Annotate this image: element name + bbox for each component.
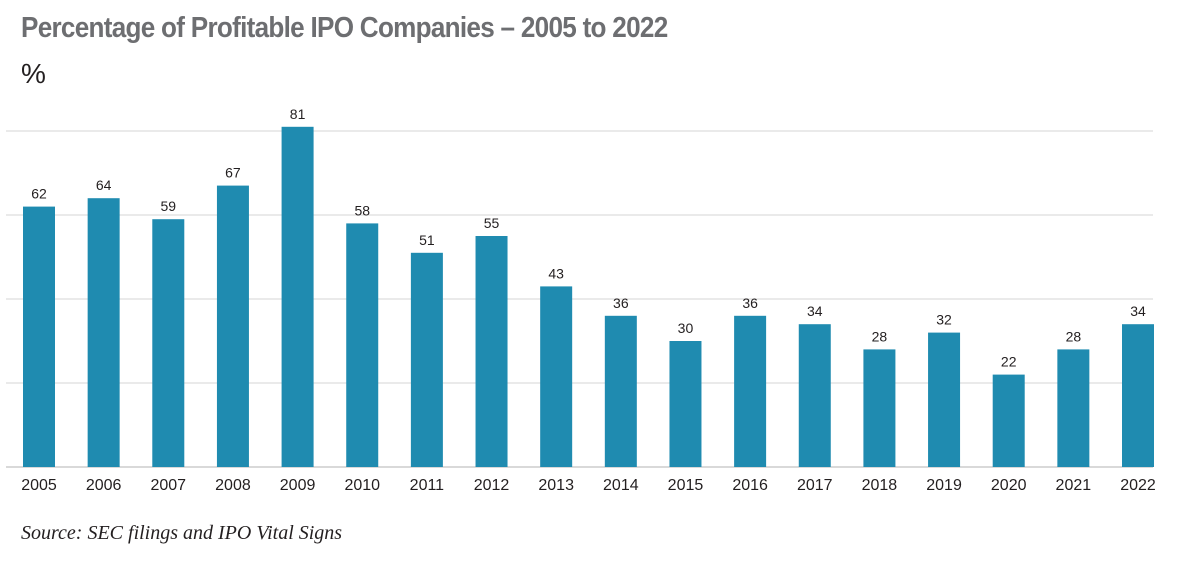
bar-2020 [992, 374, 1025, 467]
value-label-2020: 22 [1001, 354, 1017, 370]
x-tick-2007: 2007 [150, 477, 186, 494]
value-label-2011: 51 [419, 232, 435, 248]
bar-2006 [87, 198, 120, 467]
bar-2019 [928, 332, 961, 467]
value-label-2021: 28 [1066, 328, 1082, 344]
bars [23, 126, 1154, 468]
bar-2012 [475, 236, 508, 467]
unit-label: % [21, 58, 46, 89]
value-label-2012: 55 [484, 215, 500, 231]
value-label-2006: 64 [96, 177, 112, 193]
x-tick-2019: 2019 [926, 477, 962, 494]
bar-2009 [281, 126, 314, 468]
bar-2011 [410, 252, 443, 467]
x-tick-2014: 2014 [603, 477, 639, 494]
bar-2016 [734, 315, 767, 467]
value-label-2013: 43 [548, 265, 564, 281]
x-tick-2021: 2021 [1056, 477, 1092, 494]
source-note: Source: SEC filings and IPO Vital Signs [21, 522, 343, 544]
x-tick-2005: 2005 [21, 477, 57, 494]
bar-2014 [604, 315, 637, 467]
x-tick-2013: 2013 [538, 477, 574, 494]
value-label-2014: 36 [613, 295, 629, 311]
x-tick-2011: 2011 [410, 477, 445, 494]
value-label-2010: 58 [354, 202, 370, 218]
bar-2021 [1057, 349, 1090, 467]
x-tick-2020: 2020 [991, 477, 1027, 494]
value-label-2016: 36 [742, 295, 758, 311]
x-tick-2022: 2022 [1120, 477, 1156, 494]
value-labels: 62 64 59 67 81 58 51 55 43 36 30 36 34 28 32 22 28 34 [31, 106, 1146, 370]
value-label-2022: 34 [1130, 303, 1146, 319]
bar-2007 [152, 219, 185, 467]
value-label-2015: 30 [678, 320, 694, 336]
x-tick-2010: 2010 [344, 477, 380, 494]
bar-2013 [540, 286, 573, 467]
bar-2008 [216, 185, 249, 467]
chart-title: Percentage of Profitable IPO Companies –… [21, 12, 668, 44]
value-label-2008: 67 [225, 165, 241, 181]
value-label-2005: 62 [31, 186, 47, 202]
bar-2022 [1122, 324, 1154, 467]
x-axis-ticks: 2005 2006 2007 2008 2009 2010 2011 2012 2013 2014… [21, 477, 1156, 494]
bar-2017 [798, 324, 831, 467]
bar-2005 [23, 206, 55, 467]
x-tick-2018: 2018 [862, 477, 898, 494]
x-tick-2016: 2016 [732, 477, 768, 494]
x-tick-2006: 2006 [86, 477, 122, 494]
value-label-2019: 32 [936, 312, 952, 328]
gridlines [6, 130, 1153, 468]
value-label-2009: 81 [290, 106, 306, 122]
x-tick-2009: 2009 [280, 477, 316, 494]
value-label-2007: 59 [161, 198, 177, 214]
value-label-2017: 34 [807, 303, 823, 319]
x-tick-2012: 2012 [474, 477, 510, 494]
bar-2010 [346, 223, 379, 467]
x-tick-2008: 2008 [215, 477, 251, 494]
x-tick-2015: 2015 [668, 477, 704, 494]
value-label-2018: 28 [872, 328, 888, 344]
bar-2015 [669, 341, 702, 467]
bar-2018 [863, 349, 896, 467]
x-tick-2017: 2017 [797, 477, 833, 494]
